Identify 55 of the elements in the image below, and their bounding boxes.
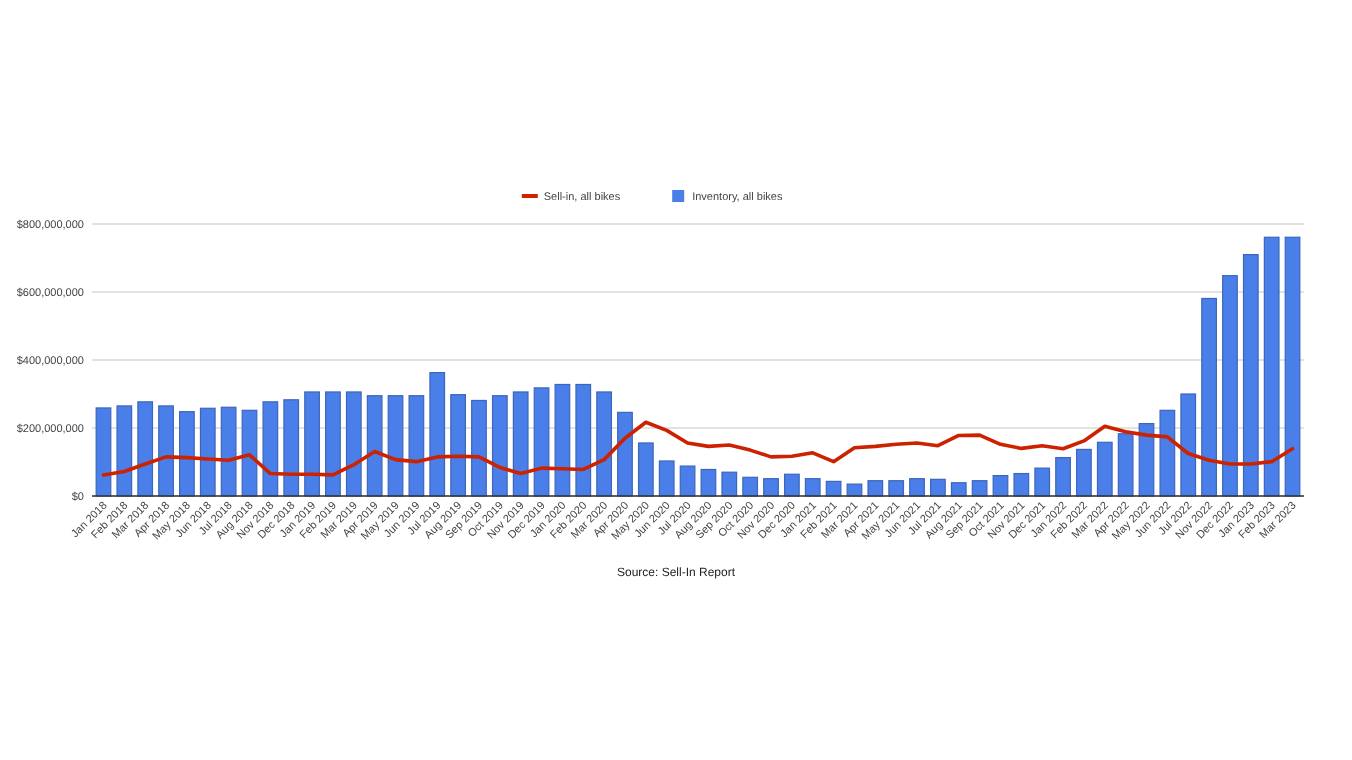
bar	[95, 407, 112, 497]
bar	[1159, 409, 1176, 497]
bar	[491, 395, 508, 497]
bar	[262, 401, 279, 497]
bar	[408, 395, 425, 497]
bar	[325, 391, 341, 497]
bar	[658, 460, 675, 497]
bar	[1013, 472, 1030, 497]
bar	[220, 406, 237, 497]
bar	[783, 473, 800, 497]
bar	[1242, 254, 1259, 497]
bar	[1263, 236, 1280, 497]
bar	[1096, 441, 1113, 497]
bar	[909, 478, 925, 497]
bar	[637, 442, 654, 497]
bar	[971, 480, 988, 497]
bar	[742, 476, 759, 497]
bar	[930, 478, 946, 497]
bar	[304, 391, 320, 497]
bar	[387, 395, 404, 497]
bar	[1034, 467, 1051, 497]
bar	[825, 480, 842, 497]
bar	[1201, 297, 1217, 497]
bar	[1222, 275, 1238, 497]
bar	[1180, 393, 1197, 497]
bar	[471, 399, 487, 497]
bar	[617, 411, 633, 497]
bar	[179, 411, 195, 497]
bar	[137, 401, 154, 497]
bar	[700, 468, 717, 497]
bar	[679, 465, 696, 497]
bar	[158, 405, 174, 497]
bar	[804, 478, 821, 497]
bar	[512, 391, 529, 497]
bar	[1117, 433, 1134, 497]
bar	[450, 394, 466, 497]
bar	[429, 371, 446, 497]
bar	[345, 391, 362, 497]
line-series	[101, 420, 1295, 477]
bar	[1055, 456, 1071, 497]
bar	[199, 407, 216, 497]
bar	[867, 480, 884, 497]
bar	[1076, 448, 1092, 497]
bar	[1284, 236, 1301, 497]
bar	[533, 387, 550, 497]
bar	[366, 395, 383, 497]
bar	[888, 480, 905, 497]
bar	[721, 471, 738, 497]
bar	[763, 478, 779, 497]
bar	[116, 405, 133, 497]
bar	[950, 482, 967, 497]
bar	[596, 391, 613, 497]
bar	[575, 383, 592, 497]
bar	[554, 383, 571, 497]
bar	[283, 399, 300, 497]
